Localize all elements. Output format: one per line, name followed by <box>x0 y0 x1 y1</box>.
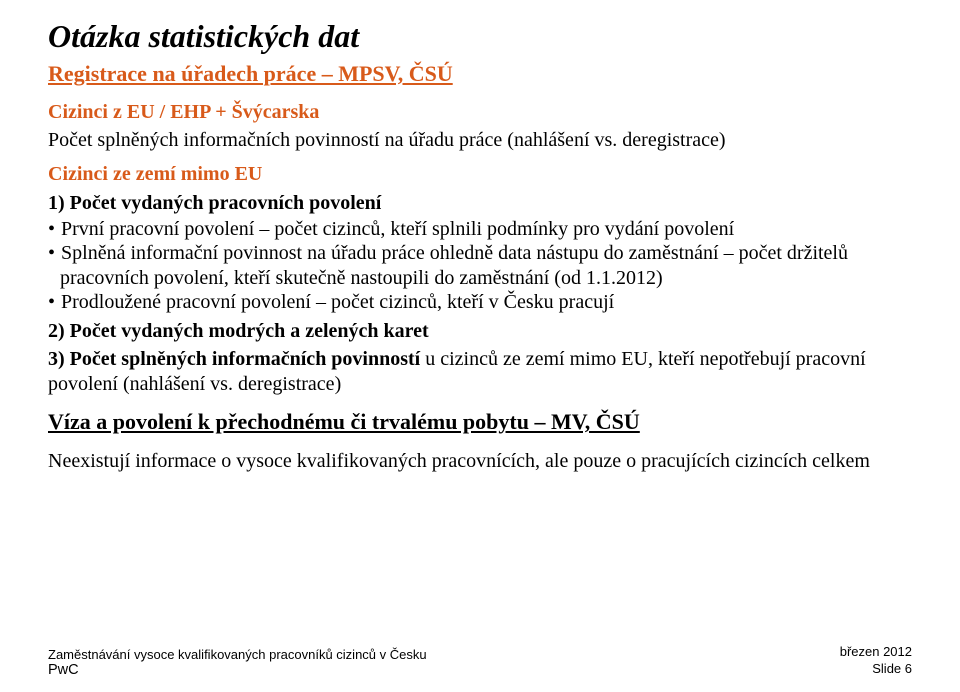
heading-registrace: Registrace na úřadech práce – MPSV, ČSÚ <box>48 61 912 87</box>
heading-viza: Víza a povolení k přechodnému či trvalém… <box>48 409 912 435</box>
section-eu-label: Cizinci z EU / EHP + Švýcarska <box>48 101 912 124</box>
closing-text: Neexistují informace o vysoce kvalifikov… <box>48 449 912 474</box>
numbered-item-2: 2) Počet vydaných modrých a zelených kar… <box>48 320 912 343</box>
footer-topic: Zaměstnávání vysoce kvalifikovaných prac… <box>48 647 427 662</box>
numbered-item-3-bold: 3) Počet splněných informačních povinnos… <box>48 348 420 370</box>
bullet-list-1: První pracovní povolení – počet cizinců,… <box>48 217 912 315</box>
footer-date: březen 2012 <box>840 643 912 661</box>
bullet-item: Prodloužené pracovní povolení – počet ci… <box>48 290 912 314</box>
section-eu-text: Počet splněných informačních povinností … <box>48 128 912 153</box>
footer-slide-number: Slide 6 <box>840 660 912 678</box>
numbered-item-1: 1) Počet vydaných pracovních povolení <box>48 192 912 215</box>
section-noneu-label: Cizinci ze zemí mimo EU <box>48 163 912 186</box>
numbered-item-3: 3) Počet splněných informačních povinnos… <box>48 347 912 397</box>
slide: Otázka statistických dat Registrace na ú… <box>0 0 960 692</box>
bullet-item: Splněná informační povinnost na úřadu pr… <box>48 241 912 290</box>
footer-right: březen 2012 Slide 6 <box>840 643 912 678</box>
slide-title: Otázka statistických dat <box>48 18 912 55</box>
bullet-item: První pracovní povolení – počet cizinců,… <box>48 217 912 241</box>
footer-pwc: PwC <box>48 662 427 678</box>
footer-left: Zaměstnávání vysoce kvalifikovaných prac… <box>48 647 427 678</box>
